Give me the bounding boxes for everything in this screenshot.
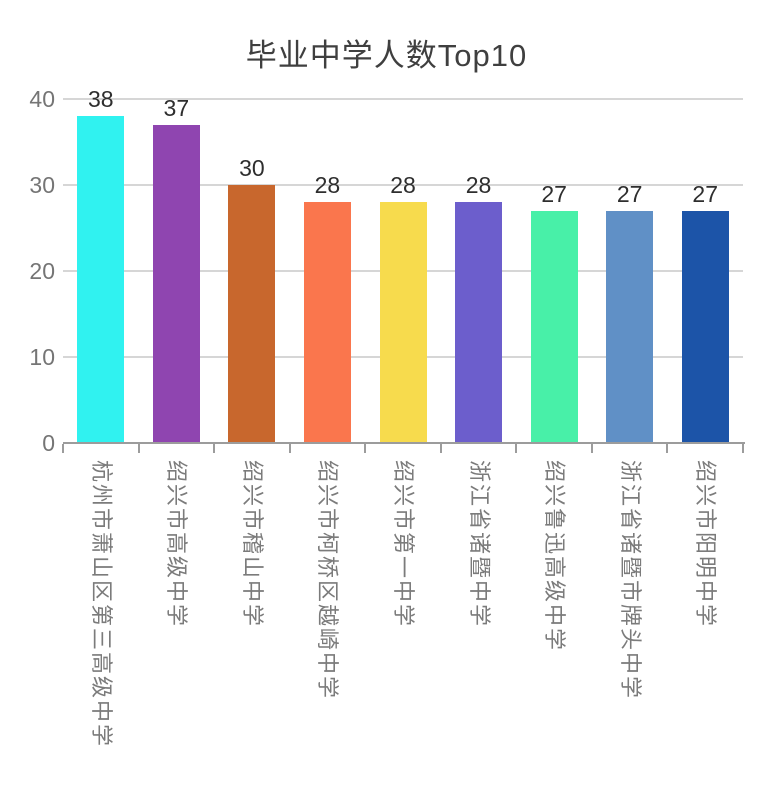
category-label: 绍兴鲁迅高级中学 [542,460,568,653]
bar [455,202,503,443]
bar-value-label: 27 [616,180,643,207]
bar [77,116,125,443]
x-axis-tick [666,444,669,453]
category-label: 杭州市萧山区第三高级中学 [88,460,114,749]
x-axis-tick [213,444,216,453]
bar [303,202,351,443]
bar [379,202,427,443]
category-label: 绍兴市柯桥区越崎中学 [315,460,341,701]
bar [681,210,729,443]
x-axis-tick [364,444,367,453]
x-axis-tick [288,444,291,453]
y-tick-label: 40 [29,86,55,112]
category-label: 绍兴市稽山中学 [239,460,265,629]
gridline [63,184,743,186]
y-tick-label: 30 [29,172,55,198]
bar-value-label: 37 [163,94,190,121]
x-axis-tick [62,444,64,453]
x-axis-tick [439,444,442,453]
y-tick-label: 0 [42,430,55,456]
bar [530,210,578,443]
bar [152,124,200,443]
gridline [63,98,743,100]
y-tick-label: 10 [29,344,55,370]
bar-value-label: 28 [390,172,416,199]
bar-value-label: 27 [541,180,567,207]
x-axis-tick [590,444,593,453]
bar [606,210,654,443]
category-label: 绍兴市高级中学 [164,460,190,629]
category-label: 绍兴市第一中学 [391,460,416,629]
x-axis-tick [137,444,140,453]
y-tick-label: 20 [29,258,55,284]
bar-value-label: 30 [239,155,265,181]
category-label: 绍兴市阳明中学 [693,460,719,629]
category-label: 浙江省诸暨市牌头中学 [617,460,643,701]
x-axis-line [63,442,745,444]
bar-value-label: 27 [692,180,719,207]
category-label: 浙江省诸暨中学 [466,460,492,629]
bar-value-label: 38 [87,86,114,113]
bar-value-label: 28 [465,172,492,199]
x-axis-tick [515,444,518,453]
bar [228,185,276,443]
x-axis-tick [742,444,744,453]
chart-title: 毕业中学人数Top10 [245,38,528,73]
bar-value-label: 28 [314,172,341,199]
